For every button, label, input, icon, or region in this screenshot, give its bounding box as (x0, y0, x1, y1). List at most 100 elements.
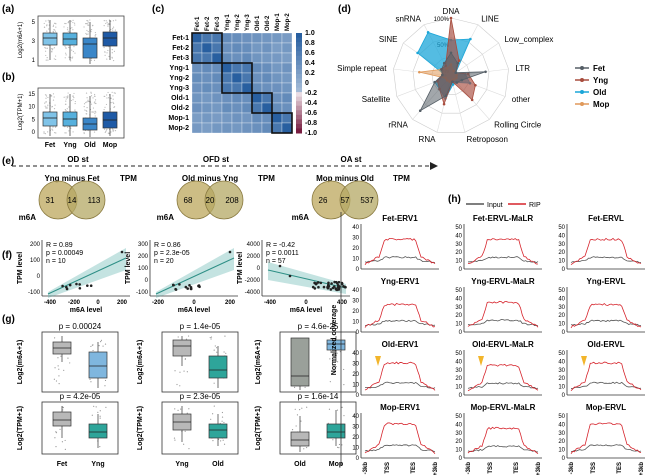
coverage-ytick: 30 (352, 299, 359, 305)
g-top-jitter (53, 378, 55, 380)
box-a-jitter (48, 21, 50, 23)
coverage-ytick: 20 (558, 376, 565, 382)
heatmap-cell (201, 72, 213, 84)
colorbar-step (296, 128, 302, 134)
g-bot-jitter (305, 446, 308, 449)
box-b-jitter (104, 106, 106, 108)
coverage-input-line (364, 319, 436, 326)
box-b-jitter (74, 102, 76, 105)
box-a-jitter (111, 49, 113, 51)
heatmap-cell (231, 72, 243, 84)
m6a-label: m6A (292, 213, 310, 222)
g-bot-jitter (55, 431, 57, 433)
heatmap-cell (211, 82, 223, 94)
coverage-rip-line (467, 363, 539, 392)
box-a-jitter (67, 27, 69, 29)
radar-point-Fet (460, 78, 464, 82)
comparison-title: Mop minus Old (316, 174, 374, 183)
g-bot-frame (279, 401, 357, 455)
colorbar-step (296, 64, 302, 70)
scatter-ytick: 300 (138, 242, 149, 248)
box-a-jitter (64, 45, 66, 47)
colorbar-step (296, 78, 302, 84)
heatmap-cell (261, 52, 273, 64)
colorbar-step (296, 42, 302, 48)
cluster-box (221, 62, 253, 94)
legend-label-Yng: Yng (593, 76, 608, 85)
box-a-jitter (46, 30, 48, 32)
g-group-label-Old: Old (212, 461, 224, 468)
box-b-jitter (72, 95, 74, 97)
box-b-jitter (73, 92, 75, 95)
colorbar-step (296, 46, 302, 52)
panel-label-b: (b) (2, 72, 15, 83)
box-b-jitter (44, 94, 47, 96)
box-a-jitter (70, 56, 72, 59)
coverage-xtick: TES (411, 462, 417, 474)
g-top-jitter (186, 371, 188, 373)
box-b-jitter (52, 129, 54, 131)
scatter-point (327, 281, 330, 285)
box-a-jitter (87, 33, 89, 35)
box-a-ytick: 3 (32, 39, 36, 45)
heatmap-cell (271, 102, 283, 114)
box-b-jitter (106, 97, 108, 99)
scatter-ylabel: TPM level (125, 252, 132, 284)
box-b-jitter (45, 107, 47, 109)
box-b-jitter (53, 96, 55, 98)
heatmap-cell (261, 72, 273, 84)
coverage-title: Fet-ERVL (588, 214, 624, 223)
heatmap-cell (191, 52, 203, 64)
box-a-jitter (65, 52, 67, 54)
box-b-jitter (65, 132, 67, 134)
scatter-point (337, 286, 341, 290)
box-a-jitter (74, 52, 76, 54)
box-b-jitter (103, 128, 106, 130)
box-a-jitter (43, 22, 45, 25)
box-b-jitter (87, 99, 89, 101)
scatter-point (172, 283, 175, 287)
coverage-ytick: 50 (455, 288, 462, 294)
box-a-jitter (105, 22, 107, 25)
coverage-ytick: 20 (455, 376, 462, 382)
box-b-jitter (70, 99, 73, 102)
g-bot-jitter (174, 408, 176, 410)
heatmap-cell (251, 52, 263, 64)
g-bot-jitter (332, 439, 334, 441)
coverage-ytick: 10 (558, 322, 565, 328)
g-top-jitter (60, 355, 62, 357)
g-top-pvalue: p = 4.6e-25 (298, 322, 339, 331)
heatmap-cell (221, 92, 233, 104)
box-a-jitter (73, 46, 75, 48)
heatmap-cell (271, 32, 283, 44)
box-b-jitter (65, 100, 67, 102)
box-b-jitter (74, 100, 76, 103)
g-bot-jitter (300, 420, 302, 422)
scatter-point (75, 282, 78, 286)
heatmap-cell (281, 32, 293, 44)
coverage-ytick: 10 (455, 385, 462, 391)
scatter-point (188, 284, 191, 287)
scatter-fit-line (155, 257, 235, 295)
g-bot-ylabel: Log2(TPM+1) (17, 406, 24, 450)
box-b-jitter (83, 103, 86, 105)
coverage-title: Mop-ERVL-MaLR (471, 403, 536, 412)
g-bot-jitter (55, 445, 57, 448)
g-top-jitter (90, 381, 92, 383)
scatter-point (78, 286, 82, 290)
box-b-jitter (46, 107, 48, 109)
coverage-input-line (570, 256, 642, 264)
coverage-ytick: 30 (455, 305, 462, 311)
box-b-jitter (93, 131, 96, 133)
venn-left-count: 26 (319, 196, 328, 205)
colorbar-step (296, 92, 302, 98)
box-a-jitter (103, 25, 105, 27)
g-top-jitter (183, 370, 185, 372)
peak-arrow-marker (375, 356, 381, 366)
colorbar-tick: 0.2 (305, 70, 315, 77)
box-a-jitter (55, 55, 57, 57)
g-bot-box (52, 411, 72, 427)
radar-category-Retroposon: Retroposon (467, 135, 508, 144)
heatmap-cell (221, 52, 233, 64)
heatmap-cell (241, 122, 253, 134)
